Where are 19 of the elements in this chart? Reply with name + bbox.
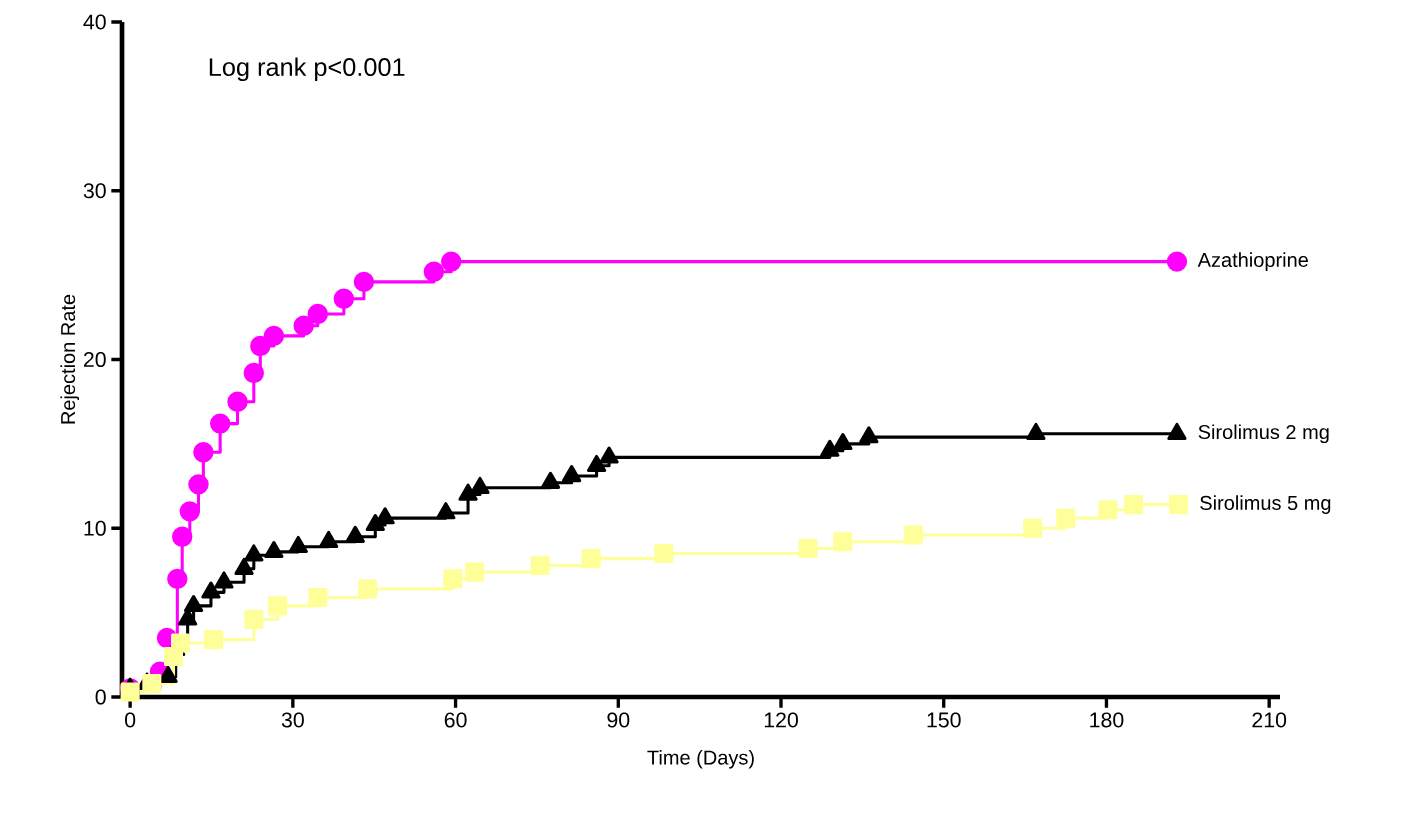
- y-tick-label: 0: [95, 689, 106, 705]
- y-tick-label: 20: [83, 351, 106, 368]
- x-tick-label: 150: [927, 712, 961, 728]
- x-tick-label: 120: [764, 712, 798, 728]
- annotation: Log rank p<0.001: [209, 57, 405, 82]
- x-tick-label: 90: [607, 712, 630, 728]
- x-tick-label: 210: [1252, 712, 1287, 728]
- x-tick-label: 30: [281, 712, 304, 728]
- x-tick-label: 180: [1090, 712, 1124, 728]
- series-label: Sirolimus 2 mg: [1198, 424, 1329, 444]
- x-axis-title: Time (Days): [647, 749, 754, 769]
- series-label: Sirolimus 5 mg: [1200, 495, 1331, 514]
- x-tick-label: 0: [125, 712, 136, 728]
- series-label: Azathioprine: [1197, 252, 1308, 271]
- y-tick-label: 30: [83, 183, 106, 199]
- y-tick-label: 10: [84, 520, 106, 536]
- x-tick-label: 60: [444, 712, 467, 728]
- y-axis-title: Rejection Rate: [60, 294, 80, 424]
- y-tick-label: 40: [83, 14, 106, 30]
